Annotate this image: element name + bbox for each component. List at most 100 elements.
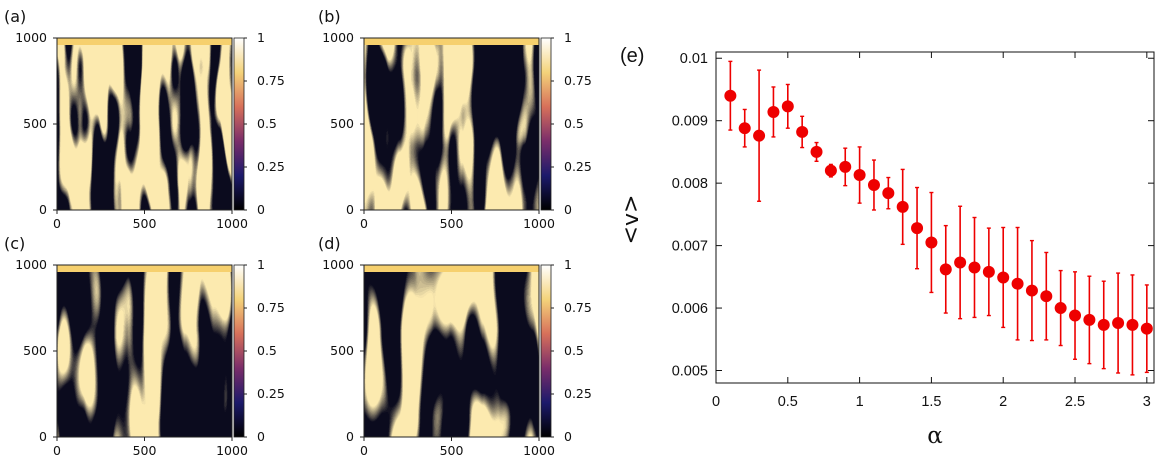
colorbar-tick-label: 1 <box>257 30 265 45</box>
colorbar-tick-label: 0.25 <box>564 159 592 174</box>
colorbar-tick-label: 0.25 <box>564 386 592 401</box>
y-tick-label: 0.009 <box>672 114 708 130</box>
data-point-group <box>1140 284 1153 374</box>
data-point <box>939 263 952 276</box>
y-axis-label: <v> <box>619 195 644 245</box>
data-point <box>1025 284 1038 297</box>
y-tick-label: 500 <box>330 343 354 358</box>
y-tick-label: 1000 <box>322 30 354 45</box>
x-tick-label: 0 <box>360 443 368 458</box>
y-tick-label: 0 <box>39 429 47 444</box>
top-strip <box>57 38 232 45</box>
data-point-group <box>781 83 794 129</box>
data-point-group <box>724 60 737 131</box>
colorbar-tick-label: 0 <box>257 202 265 217</box>
colorbar-tick-label: 1 <box>257 257 265 272</box>
x-tick-label: 0.5 <box>778 394 798 410</box>
data-point-group <box>810 141 823 162</box>
finger-pattern <box>57 38 232 210</box>
x-tick-label: 0 <box>53 443 61 458</box>
finger-pattern <box>57 265 232 437</box>
data-point-group <box>839 147 852 187</box>
data-point <box>1140 322 1153 335</box>
colorbar-tick-label: 0.25 <box>257 159 285 174</box>
colorbar-tick-label: 1 <box>564 257 572 272</box>
data-point-group <box>882 176 895 210</box>
x-tick-label: 500 <box>440 216 464 231</box>
data-point-group <box>939 224 952 314</box>
colorbar <box>540 264 552 438</box>
x-tick-label: 0 <box>712 394 720 410</box>
data-point-group <box>925 191 938 294</box>
colorbar-tick-label: 0.75 <box>564 73 592 88</box>
data-point-group <box>867 159 880 211</box>
colorbar-tick-label: 0 <box>564 429 572 444</box>
x-tick-label: 1.5 <box>921 394 941 410</box>
data-point-group <box>982 227 995 317</box>
data-point <box>839 160 852 173</box>
data-point <box>1054 302 1067 315</box>
data-point-group <box>911 186 924 270</box>
data-point <box>925 236 938 249</box>
data-point <box>781 100 794 113</box>
heatmap-panel-b: (b) 0 500 1000 0 500 1000 0 0.25 0.5 0.75 1 <box>318 7 592 231</box>
y-tick-label: 500 <box>330 116 354 131</box>
panel-tag: (d) <box>318 234 341 253</box>
heatmap-panel-c: (c) 0 500 1000 0 500 1000 0 0.25 0.5 0.75 1 <box>4 234 285 458</box>
y-tick-label: 1000 <box>15 30 47 45</box>
colorbar-tick-label: 1 <box>564 30 572 45</box>
x-tick-label: 0 <box>360 216 368 231</box>
data-point <box>982 265 995 278</box>
panel-tag: (b) <box>318 7 341 26</box>
colorbar <box>540 37 552 211</box>
data-point-group <box>1097 280 1110 370</box>
colorbar-tick-label: 0.5 <box>564 116 584 131</box>
x-tick-label: 500 <box>133 443 157 458</box>
x-tick-label: 500 <box>440 443 464 458</box>
data-point-group <box>968 216 981 319</box>
data-point <box>753 129 766 142</box>
y-tick-label: 0.006 <box>672 301 708 317</box>
colorbar-tick-label: 0.5 <box>564 343 584 358</box>
data-point-group <box>1054 269 1067 347</box>
data-point <box>738 122 751 135</box>
x-tick-label: 1000 <box>216 443 248 458</box>
x-tick-label: 0 <box>53 216 61 231</box>
colorbar-tick-label: 0.75 <box>257 300 285 315</box>
y-tick-label: 0 <box>346 429 354 444</box>
y-tick-label: 0.005 <box>672 364 708 380</box>
data-point <box>882 187 895 200</box>
data-point-group <box>1040 251 1053 341</box>
data-point <box>1040 290 1053 303</box>
colorbar-tick-label: 0.75 <box>257 73 285 88</box>
x-tick-label: 500 <box>133 216 157 231</box>
data-point <box>810 145 823 158</box>
data-point-group <box>753 69 766 202</box>
data-point-group <box>796 115 809 149</box>
colorbar-tick-label: 0.75 <box>564 300 592 315</box>
data-point <box>853 169 866 182</box>
data-point <box>954 256 967 269</box>
data-point-group <box>997 226 1010 329</box>
data-point-group <box>824 163 837 178</box>
colorbar-tick-label: 0.5 <box>257 116 277 131</box>
x-tick-label: 1000 <box>523 443 555 458</box>
finger-pattern <box>364 265 539 437</box>
data-point <box>997 271 1010 284</box>
x-tick-label: 3 <box>1143 394 1151 410</box>
heatmap-panel-d: (d) 0 500 1000 0 500 1000 0 0.25 0.5 0.75 1 <box>318 234 592 458</box>
data-point <box>1069 309 1082 322</box>
top-strip <box>364 38 539 45</box>
heatmap-panel-a: (a) 0 500 1000 0 500 1000 0 0.25 0.5 0.75 1 <box>4 7 285 231</box>
colorbar <box>233 264 245 438</box>
colorbar-tick-label: 0.5 <box>257 343 277 358</box>
data-point-group <box>738 108 751 148</box>
y-tick-label: 0.007 <box>672 239 708 255</box>
y-tick-label: 500 <box>23 343 47 358</box>
data-point <box>1097 318 1110 331</box>
x-tick-label: 1 <box>856 394 864 410</box>
panel-tag: (c) <box>4 234 25 253</box>
panel-tag: (e) <box>620 45 644 67</box>
